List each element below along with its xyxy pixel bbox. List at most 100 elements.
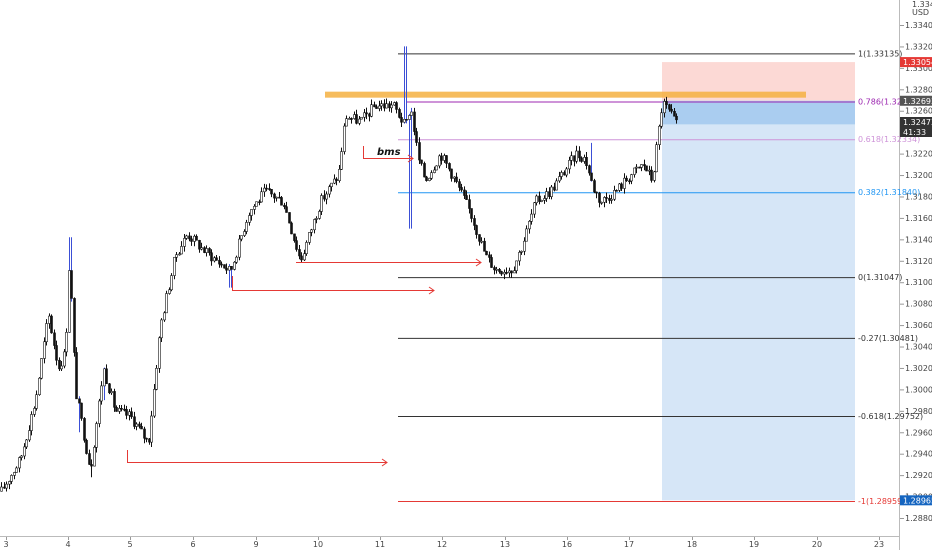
candle-body-17 (43, 341, 46, 359)
candle-body-23 (58, 359, 61, 370)
candle-body-249 (623, 177, 626, 189)
fib-label-1: 0.786(1.32686) (858, 98, 920, 107)
candle-body-93 (233, 261, 236, 270)
candle-body-250 (625, 177, 628, 182)
candle-body-248 (620, 183, 623, 189)
candle-body-47 (118, 408, 121, 412)
x-tick-label-12: 19 (749, 540, 759, 549)
x-tick-label-14: 23 (874, 540, 884, 549)
candle-body-266 (665, 101, 668, 105)
x-tick-label-9: 16 (562, 540, 572, 549)
candle-body-235 (588, 165, 591, 174)
candle-body-33 (83, 418, 86, 441)
candle-body-170 (425, 176, 428, 181)
candle-body-215 (538, 195, 541, 202)
take-profit-zone (662, 100, 855, 501)
candle-body-253 (633, 167, 636, 175)
candle-body-114 (285, 206, 288, 213)
candle-body-227 (568, 160, 571, 170)
candle-body-58 (145, 437, 148, 440)
price-tag-bg-1 (900, 95, 932, 106)
candle-body-207 (518, 252, 521, 262)
candle-body-217 (543, 198, 546, 201)
price-tag-1: 1.32693 (903, 97, 932, 106)
x-tick-label-6: 11 (375, 540, 385, 549)
candle-body-210 (525, 228, 528, 242)
candle-body-269 (673, 110, 676, 117)
position-zones (325, 62, 855, 501)
candle-body-112 (280, 197, 283, 206)
candle-body-94 (235, 256, 238, 263)
candle-body-50 (125, 409, 128, 416)
y-tick-label-6: 1.32200 (905, 150, 932, 159)
candle-body-121 (303, 253, 306, 261)
candle-body-26 (65, 332, 68, 353)
candle-body-238 (595, 191, 598, 194)
candle-body-175 (438, 155, 441, 167)
fib-label-4: 0(1.31047) (858, 273, 902, 282)
y-tick-label-9: 1.31600 (905, 214, 932, 223)
y-tick-label-16: 1.30200 (905, 364, 932, 373)
candle-body-42 (105, 368, 108, 385)
candle-body-116 (290, 222, 293, 235)
price-tag-4: 1.28965 (903, 496, 932, 505)
candle-body-82 (205, 248, 208, 253)
arrows (127, 146, 482, 467)
x-tick-label-5: 10 (313, 540, 323, 549)
candle-body-143 (358, 118, 361, 124)
candle-body-37 (93, 447, 96, 467)
y-tick-label-18: 1.29800 (905, 407, 932, 416)
x-tick-label-11: 18 (687, 540, 697, 549)
y-tick-label-17: 1.30000 (905, 385, 932, 394)
candle-body-32 (80, 402, 83, 419)
candle-body-9 (23, 446, 26, 457)
y-tick-label-21: 1.29200 (905, 471, 932, 480)
price-tag-bg-0 (900, 57, 932, 68)
candle-body-240 (600, 201, 603, 204)
candle-body-132 (330, 182, 333, 187)
candle-body-151 (378, 105, 381, 109)
candle-body-254 (635, 166, 638, 169)
candle-body-69 (173, 256, 176, 276)
candle-body-84 (210, 252, 213, 262)
y-tick-label-10: 1.31400 (905, 235, 932, 244)
candle-body-236 (590, 172, 593, 181)
y-tick-label-20: 1.29400 (905, 450, 932, 459)
arrow-swing-low-3-head (381, 458, 388, 467)
candle-body-14 (35, 394, 38, 409)
candle-body-89 (223, 264, 226, 269)
candle-body-53 (133, 416, 136, 427)
y-tick-label-19: 1.29600 (905, 428, 932, 437)
y-tick-label-23: 1.28800 (905, 514, 932, 523)
candle-body-46 (115, 407, 118, 412)
candle-body-11 (28, 430, 31, 441)
candle-body-172 (430, 172, 433, 179)
candle-body-72 (180, 246, 183, 255)
candle-body-124 (310, 229, 313, 233)
candle-body-140 (350, 118, 353, 120)
candle-body-222 (555, 180, 558, 191)
candle-body-122 (305, 242, 308, 254)
candle-body-73 (183, 238, 186, 247)
candle-body-241 (603, 197, 606, 203)
candle-body-90 (225, 267, 228, 271)
candle-body-239 (598, 192, 601, 203)
candle-body-167 (418, 142, 421, 161)
candle-body-165 (413, 111, 416, 132)
candle-body-77 (193, 235, 196, 242)
y-tick-label-11: 1.31200 (905, 257, 932, 266)
candle-body-252 (630, 174, 633, 182)
candle-body-15 (38, 377, 41, 396)
x-tick-label-2: 5 (127, 540, 132, 549)
candle-body-189 (473, 218, 476, 226)
candlesticks (0, 46, 678, 492)
candle-body-85 (213, 257, 216, 262)
bms-arrow-head (407, 154, 414, 163)
candle-body-196 (490, 257, 493, 268)
candle-body-57 (143, 428, 146, 439)
candle-body-186 (465, 195, 468, 200)
candle-body-130 (325, 193, 328, 200)
candle-body-137 (343, 125, 346, 152)
fib-label-2: 0.618(1.32334) (858, 135, 920, 144)
